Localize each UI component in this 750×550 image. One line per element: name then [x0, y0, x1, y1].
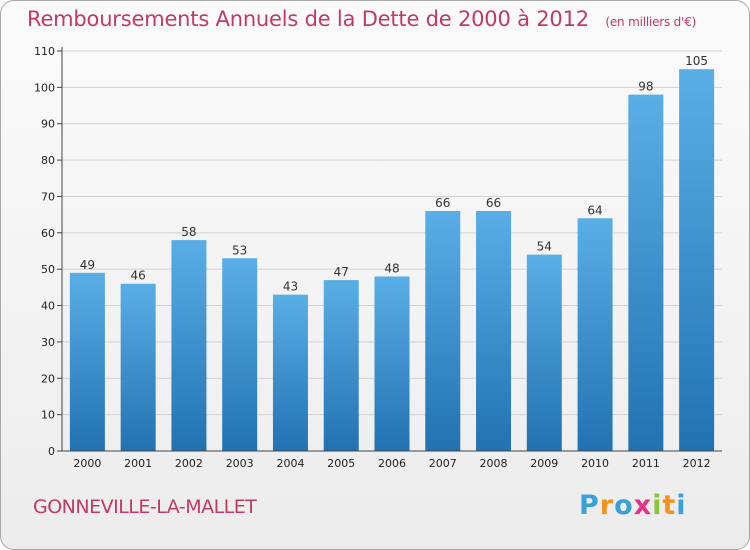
value-label-2009: 54: [537, 240, 552, 254]
x-axis-ticks: 2000 2001 2002 2003 2004 2005 2006 2007 2008 2009…: [73, 457, 710, 470]
y-tick-label-100: 100: [34, 81, 55, 94]
x-tick-label-2009: 2009: [530, 457, 558, 470]
x-tick-label-2004: 2004: [276, 457, 304, 470]
bar-2009: [526, 254, 562, 451]
x-tick-label-2002: 2002: [175, 457, 203, 470]
unit-label: (en milliers d'€): [605, 15, 697, 29]
y-tick-label-80: 80: [41, 154, 55, 167]
axes: [61, 47, 722, 452]
bar-2006: [374, 276, 410, 451]
value-label-2002: 58: [181, 225, 196, 239]
y-tick-label-30: 30: [41, 336, 55, 349]
x-tick-label-2012: 2012: [683, 457, 711, 470]
y-tick-label-0: 0: [48, 445, 55, 458]
bars: 49 46 58 53 43 47 48 66 66 54 64 98 105: [69, 54, 715, 452]
bar-2003: [222, 258, 258, 451]
bar-2005: [323, 280, 359, 451]
bar-2008: [476, 211, 512, 451]
value-label-2001: 46: [131, 269, 146, 283]
logo-letter: t: [662, 490, 677, 521]
chart-title: Remboursements Annuels de la Dette de 20…: [27, 7, 696, 31]
y-tick-label-20: 20: [41, 372, 55, 385]
proxiti-logo: Proxiti: [579, 490, 687, 521]
y-tick-label-60: 60: [41, 227, 55, 240]
value-label-2011: 98: [638, 80, 653, 94]
value-label-2004: 43: [283, 280, 298, 294]
bar-2007: [425, 211, 461, 451]
y-tick-label-110: 110: [34, 45, 55, 58]
y-tick-label-10: 10: [41, 409, 55, 422]
title-text: Remboursements Annuels de la Dette de 20…: [27, 7, 589, 31]
x-tick-label-2003: 2003: [226, 457, 254, 470]
y-tick-label-50: 50: [41, 263, 55, 276]
bar-2012: [679, 69, 715, 451]
bar-2010: [577, 218, 613, 451]
logo-letter: r: [599, 490, 615, 521]
value-label-2010: 64: [587, 203, 602, 217]
x-tick-label-2008: 2008: [480, 457, 508, 470]
x-tick-label-2001: 2001: [124, 457, 152, 470]
bar-2002: [171, 240, 207, 451]
y-tick-label-70: 70: [41, 190, 55, 203]
bar-2000: [69, 272, 105, 451]
value-label-2005: 47: [334, 265, 349, 279]
bar-2011: [628, 94, 664, 452]
value-label-2003: 53: [232, 243, 247, 257]
x-tick-label-2005: 2005: [327, 457, 355, 470]
x-tick-label-2000: 2000: [73, 457, 101, 470]
y-tick-label-40: 40: [41, 300, 55, 313]
commune-name: GONNEVILLE-LA-MALLET: [33, 496, 257, 518]
value-label-2006: 48: [384, 261, 399, 275]
logo-letter: i: [676, 490, 687, 521]
y-tick-label-90: 90: [41, 118, 55, 131]
logo-letter: o: [614, 490, 634, 521]
logo-letter: x: [633, 490, 653, 521]
logo-letter: i: [652, 490, 663, 521]
x-tick-label-2007: 2007: [429, 457, 457, 470]
bar-2004: [272, 294, 308, 451]
y-axis-ticks: 0 10 20 30 40 50 60 70 80 90 100 110: [34, 45, 62, 458]
logo-letter: P: [579, 490, 600, 521]
x-tick-label-2010: 2010: [581, 457, 609, 470]
x-tick-label-2006: 2006: [378, 457, 406, 470]
value-label-2008: 66: [486, 196, 501, 210]
value-label-2000: 49: [80, 258, 95, 272]
x-tick-label-2011: 2011: [632, 457, 660, 470]
value-label-2012: 105: [685, 54, 708, 68]
value-label-2007: 66: [435, 196, 450, 210]
bar-2001: [120, 283, 156, 451]
